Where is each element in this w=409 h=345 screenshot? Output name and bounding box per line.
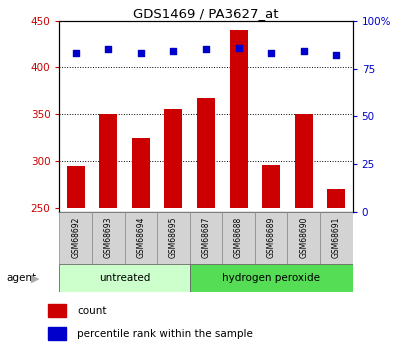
- Point: [300, 49, 306, 54]
- Point: [170, 49, 176, 54]
- Bar: [229, 30, 247, 207]
- Point: [137, 50, 144, 56]
- Text: GSM68692: GSM68692: [71, 216, 80, 258]
- Text: GSM68688: GSM68688: [234, 216, 243, 258]
- Point: [105, 47, 111, 52]
- Text: GSM68695: GSM68695: [169, 216, 178, 258]
- Bar: [222, 212, 254, 264]
- Point: [332, 52, 339, 58]
- Text: hydrogen peroxide: hydrogen peroxide: [222, 273, 319, 283]
- Bar: [67, 166, 85, 207]
- Text: ▶: ▶: [31, 274, 39, 283]
- Bar: [59, 212, 92, 264]
- Point: [235, 45, 241, 50]
- Title: GDS1469 / PA3627_at: GDS1469 / PA3627_at: [133, 7, 278, 20]
- Bar: [48, 327, 66, 340]
- Text: percentile rank within the sample: percentile rank within the sample: [77, 329, 252, 339]
- Text: GSM68689: GSM68689: [266, 216, 275, 258]
- Bar: [99, 114, 117, 207]
- Bar: [132, 138, 149, 207]
- Bar: [189, 264, 352, 292]
- Text: GSM68691: GSM68691: [331, 216, 340, 258]
- Text: GSM68694: GSM68694: [136, 216, 145, 258]
- Bar: [48, 304, 66, 317]
- Bar: [294, 114, 312, 207]
- Bar: [326, 189, 344, 207]
- Text: GSM68687: GSM68687: [201, 216, 210, 258]
- Bar: [262, 166, 279, 207]
- Text: GSM68690: GSM68690: [299, 216, 308, 258]
- Point: [267, 50, 274, 56]
- Bar: [254, 212, 287, 264]
- Bar: [59, 264, 189, 292]
- Point: [72, 50, 79, 56]
- Bar: [287, 212, 319, 264]
- Text: count: count: [77, 306, 106, 316]
- Bar: [92, 212, 124, 264]
- Bar: [157, 212, 189, 264]
- Bar: [189, 212, 222, 264]
- Bar: [124, 212, 157, 264]
- Bar: [164, 109, 182, 207]
- Text: untreated: untreated: [99, 273, 150, 283]
- Text: GSM68693: GSM68693: [103, 216, 112, 258]
- Point: [202, 47, 209, 52]
- Text: agent: agent: [6, 274, 36, 283]
- Bar: [319, 212, 352, 264]
- Bar: [197, 98, 214, 207]
